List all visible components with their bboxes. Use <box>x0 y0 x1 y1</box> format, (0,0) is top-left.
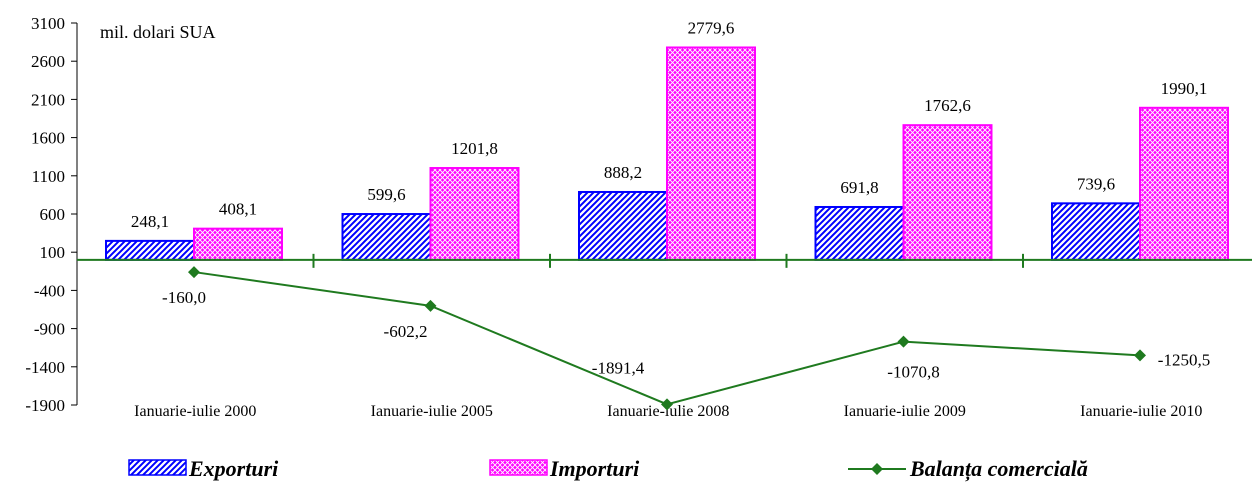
y-tick-label: 100 <box>40 243 66 262</box>
balance-value-label: -602,2 <box>384 322 428 341</box>
import-value-label: 1990,1 <box>1161 79 1208 98</box>
balance-line <box>77 253 1252 411</box>
export-bar <box>341 213 432 261</box>
balance-value-label: -1070,8 <box>887 363 939 382</box>
export-bar <box>105 239 195 261</box>
y-tick-label: 1600 <box>31 129 65 148</box>
balance-value-label: -1250,5 <box>1158 350 1210 369</box>
data-labels: 248,1 408,1 599,6 1201,8 888,2 2779,6 691,8 176… <box>131 18 1210 381</box>
category-label: Ianuarie-iulie 2005 <box>371 403 493 420</box>
y-tick-label: 2100 <box>31 90 65 109</box>
legend-label-balance: Balanța comercială <box>909 456 1088 482</box>
category-label: Ianuarie-iulie 2010 <box>1080 403 1202 420</box>
import-value-label: 2779,6 <box>688 18 735 37</box>
export-bar <box>578 190 668 261</box>
legend-label-exports: Exporturi <box>188 456 279 481</box>
import-bar <box>193 227 283 261</box>
export-bar <box>814 205 905 261</box>
y-tick-label: -1900 <box>25 396 65 415</box>
balance-marker <box>1134 349 1146 362</box>
export-bar <box>1051 202 1141 261</box>
balance-marker <box>188 266 200 279</box>
y-tick-label: 3100 <box>31 14 65 33</box>
category-label: Ianuarie-iulie 2009 <box>844 403 966 420</box>
balance-value-label: -160,0 <box>162 288 206 307</box>
y-tick-label: 1100 <box>32 167 65 186</box>
balance-marker <box>897 335 910 348</box>
y-tick-label: 600 <box>40 205 66 224</box>
export-value-label: 888,2 <box>604 163 642 182</box>
y-tick-label: -900 <box>34 320 65 339</box>
balance-polyline <box>193 271 1141 406</box>
legend-swatch-imports <box>489 459 548 476</box>
legend: Exporturi Importuri Balanța comercială <box>128 456 1088 482</box>
y-tick-label: 2600 <box>31 52 65 71</box>
balance-value-label: -1891,4 <box>592 358 645 377</box>
import-value-label: 408,1 <box>219 200 257 219</box>
legend-marker-balance <box>871 463 883 475</box>
balance-marker <box>424 299 437 312</box>
import-value-label: 1201,8 <box>451 139 498 158</box>
export-value-label: 599,6 <box>367 185 405 204</box>
balance-marker <box>661 398 673 411</box>
y-tick-label: -1400 <box>25 358 65 377</box>
import-bar <box>666 46 756 261</box>
import-bar <box>1139 106 1229 261</box>
axes: 3100 2600 2100 1600 1100 600 100 -400 -900 -1400 -… <box>25 14 1202 420</box>
import-bar <box>902 124 993 261</box>
export-value-label: 739,6 <box>1077 174 1115 193</box>
y-tick-label: -400 <box>34 281 65 300</box>
export-value-label: 691,8 <box>840 178 878 197</box>
bars <box>105 46 1229 261</box>
legend-swatch-exports <box>128 459 187 476</box>
category-label: Ianuarie-iulie 2008 <box>607 403 729 420</box>
import-bar <box>429 167 520 261</box>
export-value-label: 248,1 <box>131 212 169 231</box>
category-label: Ianuarie-iulie 2000 <box>134 403 256 420</box>
unit-label: mil. dolari SUA <box>100 22 216 42</box>
legend-label-imports: Importuri <box>549 456 640 481</box>
import-value-label: 1762,6 <box>924 96 971 115</box>
